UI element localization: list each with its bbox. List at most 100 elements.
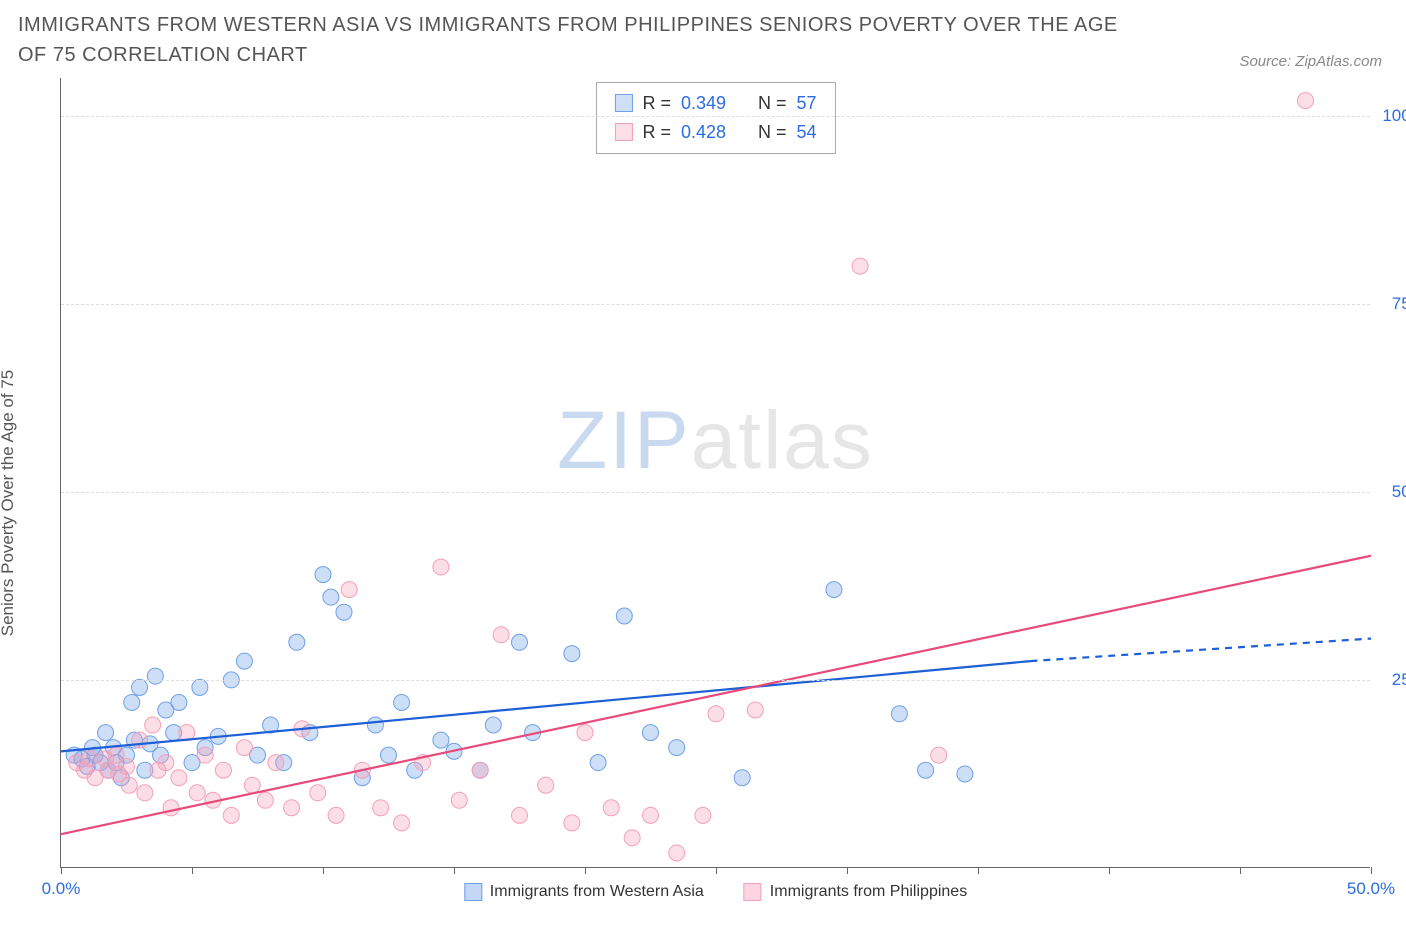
data-point <box>624 830 640 846</box>
data-point <box>171 694 187 710</box>
data-point <box>747 702 763 718</box>
n-value: 54 <box>797 118 817 147</box>
x-tick <box>978 867 979 874</box>
stat-label: N = <box>758 89 787 118</box>
legend-swatch <box>744 883 762 901</box>
data-point <box>957 766 973 782</box>
data-point <box>328 807 344 823</box>
data-point <box>1298 93 1314 109</box>
data-point <box>82 751 98 767</box>
data-point <box>381 747 397 763</box>
data-point <box>268 755 284 771</box>
gridline <box>61 680 1370 681</box>
data-point <box>244 777 260 793</box>
data-point <box>564 646 580 662</box>
data-point <box>189 785 205 801</box>
data-point <box>223 807 239 823</box>
data-point <box>147 668 163 684</box>
legend-label: Immigrants from Western Asia <box>490 883 704 901</box>
data-point <box>577 725 593 741</box>
scatter-plot-svg <box>61 78 1370 867</box>
legend-swatch <box>614 123 632 141</box>
trend-line <box>61 556 1371 834</box>
trend-line-extrapolated <box>1030 639 1371 662</box>
data-point <box>734 770 750 786</box>
x-tick <box>1371 867 1372 874</box>
data-point <box>891 706 907 722</box>
data-point <box>394 815 410 831</box>
chart-title: IMMIGRANTS FROM WESTERN ASIA VS IMMIGRAN… <box>18 10 1118 70</box>
data-point <box>236 653 252 669</box>
correlation-row: R = 0.428 N = 54 <box>614 118 816 147</box>
gridline <box>61 304 1370 305</box>
data-point <box>341 582 357 598</box>
data-point <box>852 258 868 274</box>
data-point <box>367 717 383 733</box>
data-point <box>590 755 606 771</box>
data-point <box>373 800 389 816</box>
data-point <box>538 777 554 793</box>
x-tick <box>585 867 586 874</box>
data-point <box>472 762 488 778</box>
data-point <box>132 679 148 695</box>
data-point <box>669 845 685 861</box>
x-tick-label: 50.0% <box>1347 879 1395 899</box>
data-point <box>132 732 148 748</box>
gridline <box>61 492 1370 493</box>
legend-label: Immigrants from Philippines <box>770 883 967 901</box>
data-point <box>289 634 305 650</box>
data-point <box>257 792 273 808</box>
data-point <box>485 717 501 733</box>
n-value: 57 <box>797 89 817 118</box>
gridline <box>61 116 1370 117</box>
legend-swatch <box>614 94 632 112</box>
data-point <box>310 785 326 801</box>
series-legend: Immigrants from Western Asia Immigrants f… <box>464 883 967 901</box>
x-tick <box>192 867 193 874</box>
x-tick <box>1109 867 1110 874</box>
data-point <box>394 694 410 710</box>
data-point <box>564 815 580 831</box>
data-point <box>433 559 449 575</box>
x-tick <box>323 867 324 874</box>
stat-label: R = <box>642 89 671 118</box>
x-tick <box>61 867 62 874</box>
data-point <box>323 589 339 605</box>
x-tick <box>454 867 455 874</box>
data-point <box>695 807 711 823</box>
data-point <box>603 800 619 816</box>
data-point <box>826 582 842 598</box>
y-tick-label: 25.0% <box>1392 670 1406 690</box>
stat-label: R = <box>642 118 671 147</box>
chart-container: Seniors Poverty Over the Age of 75 ZIPat… <box>18 78 1388 908</box>
data-point <box>643 807 659 823</box>
source-attribution: Source: ZipAtlas.com <box>1239 53 1382 70</box>
y-tick-label: 50.0% <box>1392 482 1406 502</box>
trend-line <box>61 661 1030 751</box>
correlation-legend-box: R = 0.349 N = 57 R = 0.428 N = 54 <box>595 82 835 154</box>
plot-area: ZIPatlas R =0.349N =57R =0.428N =54 Immi… <box>60 78 1370 868</box>
r-value: 0.428 <box>681 118 726 147</box>
data-point <box>918 762 934 778</box>
data-point <box>119 758 135 774</box>
data-point <box>215 762 231 778</box>
data-point <box>433 732 449 748</box>
data-point <box>512 634 528 650</box>
r-value: 0.349 <box>681 89 726 118</box>
x-tick-label: 0.0% <box>42 879 81 899</box>
stat-label: N = <box>758 118 787 147</box>
y-axis-label: Seniors Poverty Over the Age of 75 <box>0 370 18 636</box>
x-tick <box>716 867 717 874</box>
data-point <box>284 800 300 816</box>
data-point <box>236 740 252 756</box>
legend-item: Immigrants from Philippines <box>744 883 967 901</box>
data-point <box>145 717 161 733</box>
data-point <box>336 604 352 620</box>
x-tick <box>1240 867 1241 874</box>
data-point <box>315 567 331 583</box>
y-tick-label: 75.0% <box>1392 294 1406 314</box>
data-point <box>512 807 528 823</box>
data-point <box>192 679 208 695</box>
data-point <box>121 777 137 793</box>
data-point <box>124 694 140 710</box>
